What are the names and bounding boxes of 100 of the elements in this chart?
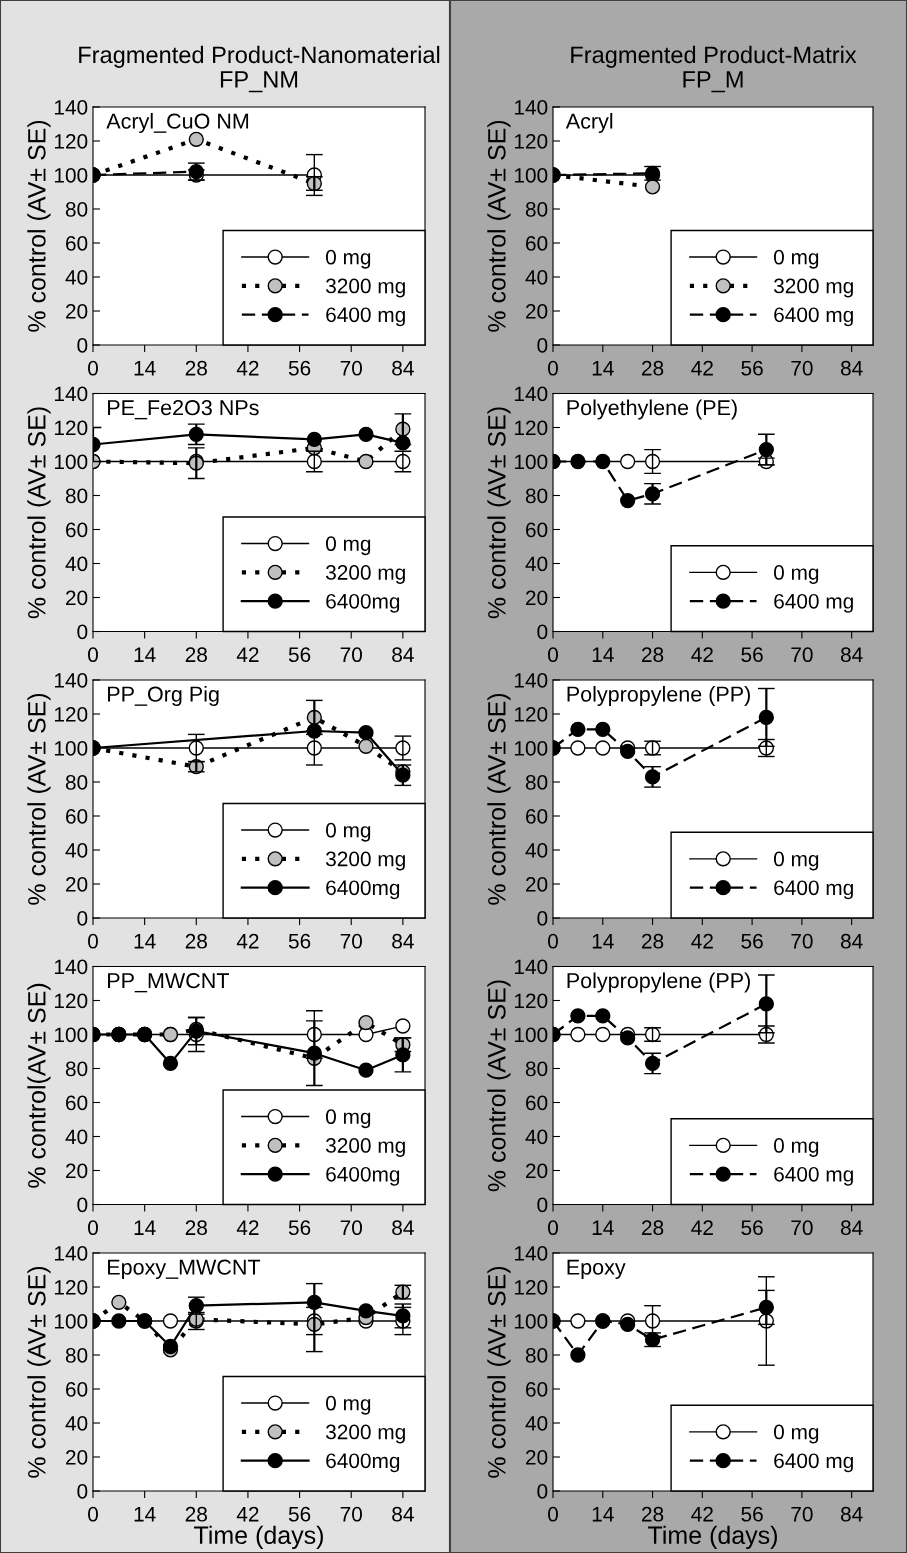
x-tick-label: 14 — [134, 934, 156, 949]
x-tick-label: 56 — [741, 1506, 763, 1522]
x-tick-label: 70 — [340, 1220, 362, 1236]
y-tick-label: 60 — [66, 809, 88, 824]
x-tick-label: 56 — [288, 1220, 311, 1236]
legend-label: 3200 mg — [325, 565, 405, 584]
legend-label: 6400 mg — [774, 880, 853, 900]
x-tick-label: 0 — [548, 1220, 558, 1236]
y-tick-label: 140 — [514, 673, 548, 688]
x-tick-label: 0 — [548, 933, 558, 949]
y-axis-title: % control (AV± SE) — [487, 1266, 511, 1478]
y-tick-label: 120 — [54, 134, 88, 149]
annotation: Epoxy — [567, 1259, 626, 1280]
x-tick-label: 0 — [88, 360, 98, 376]
legend-label: 0 mg — [774, 1138, 819, 1157]
y-tick-label: 60 — [526, 1382, 548, 1397]
y-tick-label: 140 — [514, 386, 548, 402]
x-tick-label: 70 — [340, 1506, 362, 1522]
y-tick-label: 120 — [54, 1280, 88, 1295]
y-tick-label: 120 — [54, 993, 88, 1009]
x-tick-label: 28 — [642, 1220, 664, 1236]
x-tick-label: 14 — [134, 647, 156, 662]
y-tick-label: 100 — [54, 454, 88, 470]
y-tick-label: 80 — [525, 775, 548, 790]
legend-label: 6400 mg — [326, 307, 405, 327]
y-tick-label: 80 — [525, 1348, 548, 1363]
annotation: PP_MWCNT — [108, 973, 229, 993]
y-tick-label: 140 — [514, 1246, 548, 1261]
annotation: Acryl_CuO NM — [106, 112, 249, 134]
y-tick-label: 40 — [525, 556, 548, 572]
y-tick-label: 80 — [65, 1061, 88, 1077]
x-tick-label: 0 — [548, 1506, 558, 1522]
x-tick-label: 14 — [592, 1507, 614, 1522]
legend-label: 3200 mg — [325, 1138, 405, 1157]
y-tick-label: 100 — [54, 168, 88, 183]
x-tick-label: 84 — [840, 1220, 863, 1236]
y-axis-title: % control (AV± SE) — [487, 407, 511, 619]
y-tick-label: 120 — [514, 134, 548, 149]
x-tick-label: 84 — [840, 647, 863, 663]
y-tick-label: 100 — [514, 168, 548, 183]
x-tick-label: 70 — [340, 360, 362, 376]
y-tick-label: 60 — [526, 809, 548, 824]
y-tick-label: 100 — [514, 1027, 548, 1043]
x-tick-label: 14 — [592, 934, 614, 949]
y-tick-label: 0 — [537, 1197, 548, 1213]
x-tick-label: 56 — [741, 933, 763, 949]
legend-label: 3200 mg — [325, 851, 405, 871]
x-tick-label: 84 — [392, 360, 414, 376]
x-tick-label: 42 — [236, 360, 259, 376]
y-tick-label: 100 — [54, 1027, 88, 1043]
y-tick-label: 80 — [525, 202, 548, 217]
x-tick-label: 0 — [548, 360, 558, 376]
annotation: PP_Org Pig — [108, 685, 219, 707]
y-tick-label: 20 — [526, 877, 548, 892]
legend-label: 0 mg — [774, 565, 819, 584]
y-tick-label: 80 — [65, 1348, 88, 1363]
y-tick-label: 120 — [514, 420, 548, 436]
legend-label: 6400mg — [326, 593, 400, 613]
x-tick-label: 42 — [236, 1506, 259, 1522]
legend-label: 6400 mg — [774, 1166, 853, 1186]
y-tick-label: 40 — [525, 270, 548, 285]
legend-label: 0 mg — [326, 249, 371, 269]
y-tick-label: 100 — [54, 1314, 88, 1329]
y-tick-label: 60 — [66, 236, 88, 251]
y-tick-label: 140 — [54, 1246, 88, 1261]
x-tick-label: 42 — [691, 1506, 713, 1522]
x-tick-label: 28 — [185, 1220, 207, 1236]
legend-label: 0 mg — [326, 822, 371, 842]
x-tick-label: 42 — [691, 647, 713, 662]
y-tick-label: 20 — [66, 877, 88, 892]
y-tick-label: 0 — [537, 1484, 548, 1499]
x-tick-label: 14 — [134, 1220, 156, 1235]
x-axis-title: Time (days) — [194, 1525, 323, 1549]
y-tick-label: 40 — [65, 843, 88, 858]
chart-title: Fragmented Product-Nanomaterial — [79, 45, 440, 68]
chart-subtitle: FP_NM — [220, 71, 298, 93]
y-tick-label: 0 — [77, 1197, 88, 1213]
x-tick-label: 70 — [791, 1506, 813, 1522]
x-tick-label: 84 — [840, 933, 863, 949]
legend-label: 0 mg — [774, 249, 819, 269]
x-tick-label: 28 — [642, 647, 664, 663]
x-tick-label: 42 — [236, 647, 259, 662]
x-tick-label: 28 — [642, 360, 664, 376]
y-axis-title: % control (AV± SE) — [27, 407, 51, 619]
y-tick-label: 40 — [65, 1129, 88, 1145]
y-tick-label: 20 — [66, 1163, 88, 1179]
y-tick-label: 20 — [66, 304, 88, 319]
x-tick-label: 70 — [340, 647, 362, 663]
x-tick-label: 56 — [288, 647, 311, 663]
y-tick-label: 0 — [77, 911, 88, 926]
x-tick-label: 84 — [840, 1506, 863, 1522]
legend-label: 6400 mg — [774, 593, 853, 613]
y-tick-label: 140 — [54, 386, 88, 402]
y-tick-label: 140 — [514, 100, 548, 115]
y-tick-label: 0 — [77, 1484, 88, 1499]
y-tick-label: 20 — [66, 590, 88, 606]
legend-label: 3200 mg — [773, 278, 853, 298]
annotation: Polypropylene (PP) — [567, 685, 750, 707]
x-tick-label: 14 — [592, 647, 614, 662]
x-tick-label: 42 — [691, 1220, 713, 1235]
